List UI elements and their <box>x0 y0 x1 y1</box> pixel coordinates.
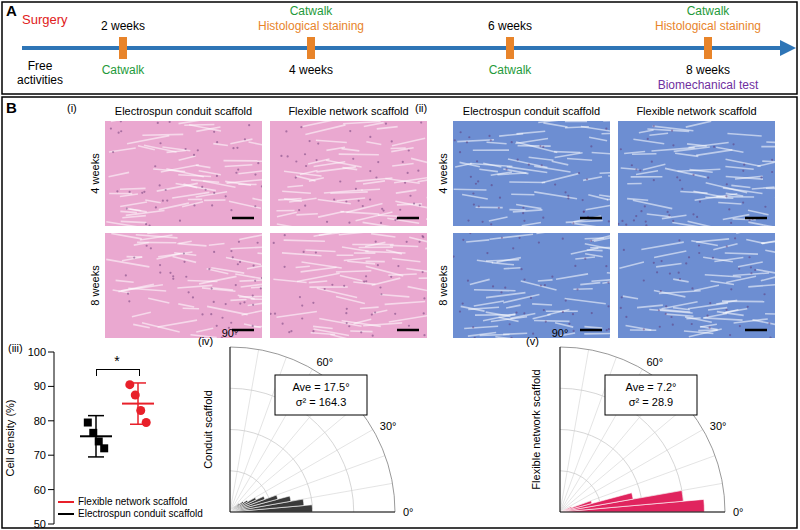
svg-text:100: 100 <box>28 346 46 358</box>
svg-text:(v): (v) <box>526 335 539 347</box>
svg-text:8 weeks: 8 weeks <box>686 63 730 77</box>
svg-text:60°: 60° <box>317 356 334 368</box>
html-text:Electrospun conduit scaffold: Electrospun conduit scaffold <box>78 508 203 520</box>
svg-text:70: 70 <box>34 449 46 461</box>
svg-text:30°: 30° <box>380 420 397 432</box>
html-text:Flexible network scaffold: Flexible network scaffold <box>78 496 188 508</box>
svg-text:60°: 60° <box>647 356 664 368</box>
svg-text:(i): (i) <box>67 102 77 114</box>
svg-text:B: B <box>8 99 17 116</box>
svg-text:Conduit scaffold: Conduit scaffold <box>202 390 214 469</box>
svg-text:A: A <box>8 2 17 19</box>
svg-text:0°: 0° <box>403 506 414 518</box>
svg-text:Histological staining: Histological staining <box>258 19 364 33</box>
svg-text:Electrospun conduit scaffold: Electrospun conduit scaffold <box>463 105 600 117</box>
svg-text:2 weeks: 2 weeks <box>101 19 145 33</box>
svg-text:Catwalk: Catwalk <box>687 4 731 18</box>
svg-text:σ² = 28.9: σ² = 28.9 <box>629 396 673 408</box>
svg-text:Ave = 7.2°: Ave = 7.2° <box>626 381 677 393</box>
svg-text:4 weeks: 4 weeks <box>89 153 101 194</box>
svg-text:Histological staining: Histological staining <box>655 19 761 33</box>
svg-text:8 weeks: 8 weeks <box>437 265 449 306</box>
svg-text:80: 80 <box>34 415 46 427</box>
svg-text:activities: activities <box>17 73 63 87</box>
svg-text:6 weeks: 6 weeks <box>488 19 532 33</box>
svg-text:90°: 90° <box>222 327 239 339</box>
svg-text:Free: Free <box>28 59 53 73</box>
svg-text:Surgery: Surgery <box>22 12 68 27</box>
svg-text:(iv): (iv) <box>198 335 213 347</box>
svg-text:(iii): (iii) <box>8 342 23 354</box>
svg-text:4 weeks: 4 weeks <box>289 63 333 77</box>
svg-text:30°: 30° <box>710 420 727 432</box>
svg-text:50: 50 <box>34 518 46 530</box>
svg-text:4 weeks: 4 weeks <box>437 153 449 194</box>
svg-text:(ii): (ii) <box>415 102 427 114</box>
svg-text:Flexible network scaffold: Flexible network scaffold <box>636 105 756 117</box>
svg-text:Catwalk: Catwalk <box>290 4 334 18</box>
svg-text:0°: 0° <box>733 506 744 518</box>
svg-text:60: 60 <box>34 484 46 496</box>
svg-text:Cell density (%): Cell density (%) <box>8 399 16 476</box>
svg-text:8 weeks: 8 weeks <box>89 265 101 306</box>
svg-text:Flexible network scaffold: Flexible network scaffold <box>288 105 408 117</box>
svg-text:Electrospun conduit scaffold: Electrospun conduit scaffold <box>115 105 252 117</box>
svg-text:90°: 90° <box>552 327 569 339</box>
svg-text:Catwalk: Catwalk <box>102 63 146 77</box>
svg-text:Ave = 17.5°: Ave = 17.5° <box>292 381 349 393</box>
svg-text:Biomechanical test: Biomechanical test <box>658 78 759 92</box>
svg-text:90: 90 <box>34 380 46 392</box>
svg-text:Catwalk: Catwalk <box>489 63 533 77</box>
svg-text:Flexible network scaffold: Flexible network scaffold <box>530 369 542 489</box>
svg-text:σ² = 164.3: σ² = 164.3 <box>296 396 347 408</box>
